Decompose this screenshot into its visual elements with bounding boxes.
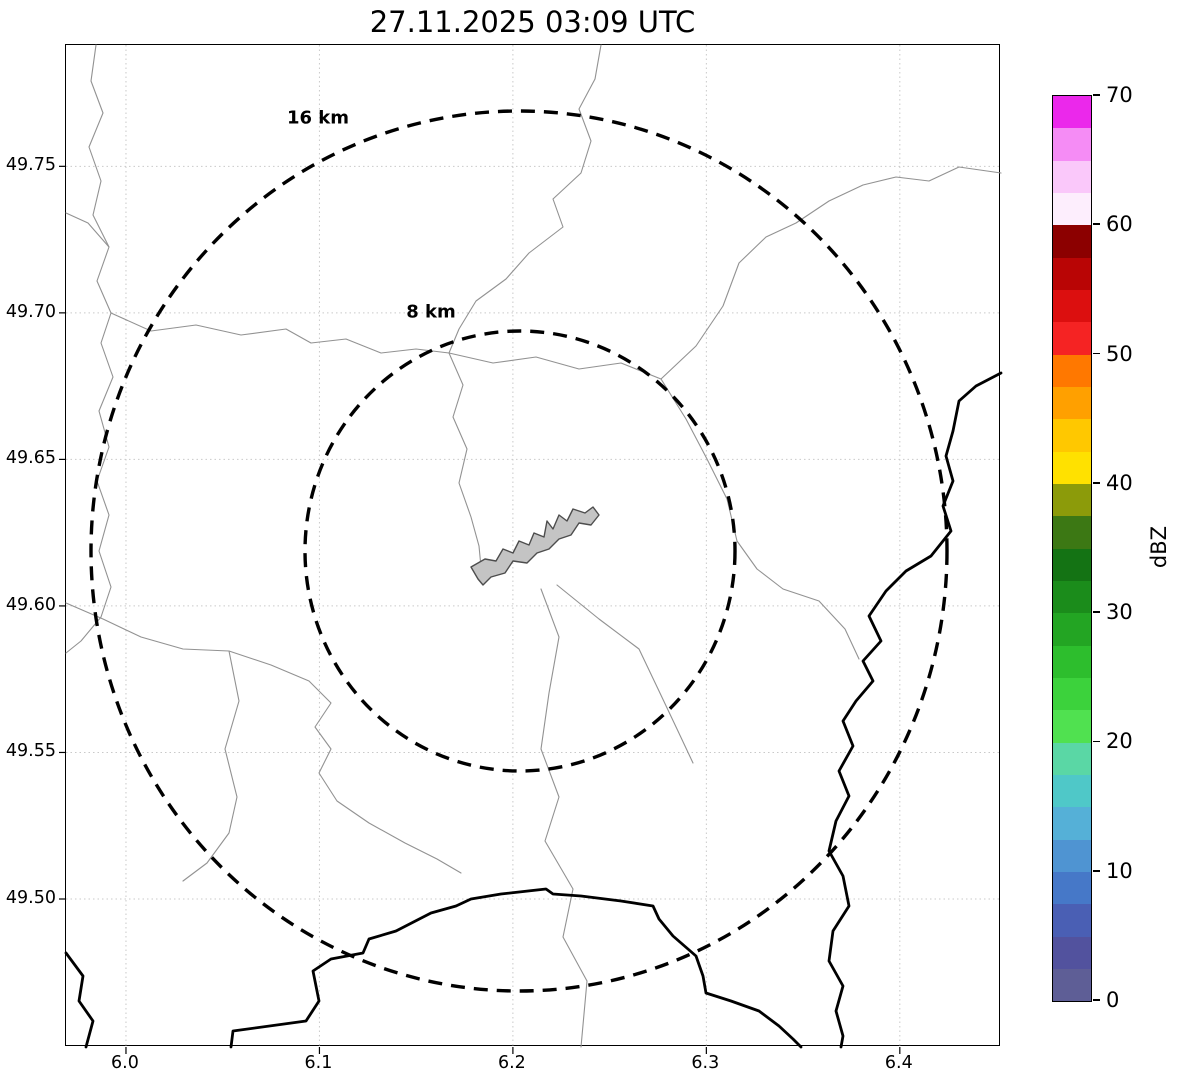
y-axis-tick-label: 49.75 <box>5 155 56 176</box>
range-ring-label: 16 km <box>286 107 350 129</box>
colorbar-band <box>1053 677 1091 711</box>
admin-boundary-line <box>65 44 114 654</box>
colorbar-tick-label: 50 <box>1106 341 1133 366</box>
colorbar-band <box>1053 871 1091 905</box>
colorbar-band <box>1053 613 1091 646</box>
radar-map-canvas <box>59 44 1003 1054</box>
colorbar-band <box>1053 225 1091 258</box>
colorbar-band <box>1053 289 1091 323</box>
colorbar-band <box>1053 386 1091 420</box>
admin-boundary-line <box>182 650 240 882</box>
colorbar-band <box>1053 322 1091 355</box>
colorbar-band <box>1053 192 1091 226</box>
x-axis-tick-label: 6.1 <box>304 1053 333 1073</box>
colorbar-band <box>1053 96 1091 129</box>
x-axis-tick-label: 6.0 <box>111 1053 139 1073</box>
colorbar-band <box>1053 160 1091 193</box>
admin-boundary-line <box>540 588 588 1048</box>
colorbar-tick-label: 30 <box>1106 600 1133 625</box>
colorbar-gradient <box>1052 95 1092 1002</box>
colorbar-tick-mark <box>1093 482 1100 484</box>
colorbar-tick-label: 10 <box>1106 858 1133 883</box>
admin-boundary-line <box>448 352 482 568</box>
admin-boundary-line <box>448 44 602 354</box>
colorbar-band <box>1053 257 1091 290</box>
colorbar-tick-mark <box>1093 223 1100 226</box>
admin-boundary-line <box>448 166 1002 380</box>
country-border-line <box>229 887 803 1049</box>
admin-boundary-line <box>110 312 450 354</box>
y-axis-tick-label: 49.55 <box>5 741 56 762</box>
y-axis-tick-label: 49.50 <box>5 888 56 908</box>
y-axis-tick-label: 49.70 <box>5 301 56 322</box>
colorbar-band <box>1053 451 1091 484</box>
colorbar-tick-mark <box>1093 94 1100 96</box>
colorbar-band <box>1053 483 1091 517</box>
colorbar-tick-label: 60 <box>1106 212 1133 237</box>
colorbar-tick-mark <box>1093 999 1100 1001</box>
colorbar-band <box>1053 645 1091 678</box>
admin-boundary-line <box>65 602 462 874</box>
y-axis-tick-label: 49.60 <box>5 594 56 615</box>
colorbar-band <box>1053 742 1091 775</box>
y-axis-tick-label: 49.65 <box>5 448 56 469</box>
map-plot-area: 16 km 8 km <box>59 44 1003 1054</box>
colorbar-band <box>1053 548 1091 581</box>
colorbar-band <box>1053 354 1091 387</box>
colorbar-tick-label: 70 <box>1106 83 1133 107</box>
colorbar-band <box>1053 710 1091 743</box>
colorbar-band <box>1053 936 1091 969</box>
colorbar-band <box>1053 904 1091 937</box>
colorbar-band <box>1053 968 1091 1002</box>
colorbar-tick-mark <box>1093 740 1100 743</box>
admin-boundary-line <box>556 584 694 764</box>
colorbar-band <box>1053 128 1091 161</box>
colorbar-tick-label: 40 <box>1106 470 1133 495</box>
range-ring-8km <box>303 329 737 773</box>
range-ring-label: 8 km <box>406 301 456 323</box>
admin-boundary-line <box>65 212 110 248</box>
colorbar-tick-mark <box>1093 611 1100 613</box>
range-ring-16km <box>89 109 949 993</box>
colorbar-tick-mark <box>1093 352 1100 355</box>
country-border-line <box>64 951 95 1049</box>
country-border-line <box>827 371 1003 1049</box>
colorbar-tick-label: 0 <box>1106 988 1120 1012</box>
admin-boundary-line <box>660 378 860 660</box>
x-axis-tick-label: 6.2 <box>497 1053 526 1073</box>
x-axis-tick-label: 6.3 <box>691 1053 720 1073</box>
colorbar-tick-label: 20 <box>1106 729 1133 754</box>
colorbar-band <box>1053 774 1091 808</box>
colorbar-band <box>1053 516 1091 549</box>
city-area-polygon <box>470 506 600 586</box>
colorbar-band <box>1053 807 1091 840</box>
colorbar: 0 10 20 30 40 50 60 70 <box>1052 83 1172 1012</box>
figure-title: 27.11.2025 03:09 UTC <box>369 5 696 39</box>
colorbar-band <box>1053 419 1091 452</box>
colorbar-axis-label: dBZ <box>1147 525 1171 569</box>
x-axis-tick-label: 6.4 <box>884 1053 913 1073</box>
colorbar-band <box>1053 839 1091 872</box>
colorbar-band <box>1053 580 1091 614</box>
colorbar-tick-mark <box>1093 869 1100 872</box>
